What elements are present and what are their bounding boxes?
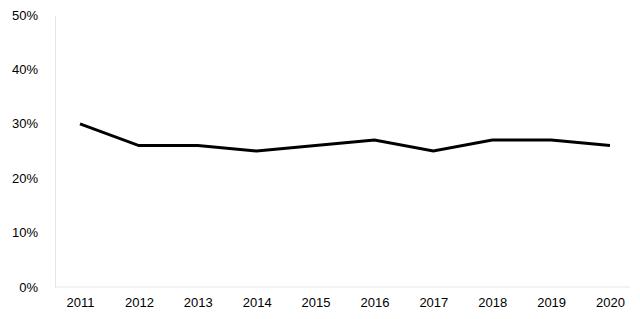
y-tick: 0% [19, 280, 55, 295]
y-tick: 20% [12, 171, 55, 186]
x-tick: 2016 [360, 287, 389, 310]
y-tick: 50% [12, 8, 55, 23]
plot-area [80, 124, 610, 151]
x-tick-label: 2020 [596, 295, 625, 310]
x-tick-label: 2014 [243, 295, 272, 310]
x-tick-label: 2019 [537, 295, 566, 310]
x-tick-label: 2012 [125, 295, 154, 310]
y-axis-line [55, 16, 56, 288]
y-tick-label: 10% [12, 225, 38, 240]
x-tick: 2015 [302, 287, 331, 310]
y-tick: 40% [12, 62, 55, 77]
x-tick-label: 2013 [184, 295, 213, 310]
x-tick: 2013 [184, 287, 213, 310]
x-tick-label: 2018 [478, 295, 507, 310]
x-tick: 2012 [125, 287, 154, 310]
x-tick-label: 2016 [360, 295, 389, 310]
y-tick-label: 0% [19, 280, 38, 295]
y-tick: 30% [12, 116, 55, 131]
x-axis: 2011 2012 2013 2014 2015 2016 2017 2018 2019 2020 [55, 287, 630, 310]
x-tick: 2014 [243, 287, 272, 310]
x-tick-label: 2017 [419, 295, 448, 310]
chart: 0%10%20%30%40%50%20112012201320142015201… [0, 0, 640, 319]
x-tick-label: 2015 [302, 295, 331, 310]
y-axis: 0% 10% 20% 30% 40% 50% [12, 8, 56, 295]
y-tick-label: 40% [12, 62, 38, 77]
x-tick: 2017 [419, 287, 448, 310]
y-tick-label: 20% [12, 171, 38, 186]
y-tick: 10% [12, 225, 55, 240]
x-tick: 2011 [67, 287, 95, 310]
x-tick-label: 2011 [67, 295, 95, 310]
y-tick-label: 50% [12, 8, 38, 23]
line [80, 124, 610, 151]
x-axis-line [55, 287, 630, 288]
y-tick-label: 30% [12, 116, 38, 131]
x-tick: 2020 [596, 287, 625, 310]
x-tick: 2018 [478, 287, 507, 310]
x-tick: 2019 [537, 287, 566, 310]
